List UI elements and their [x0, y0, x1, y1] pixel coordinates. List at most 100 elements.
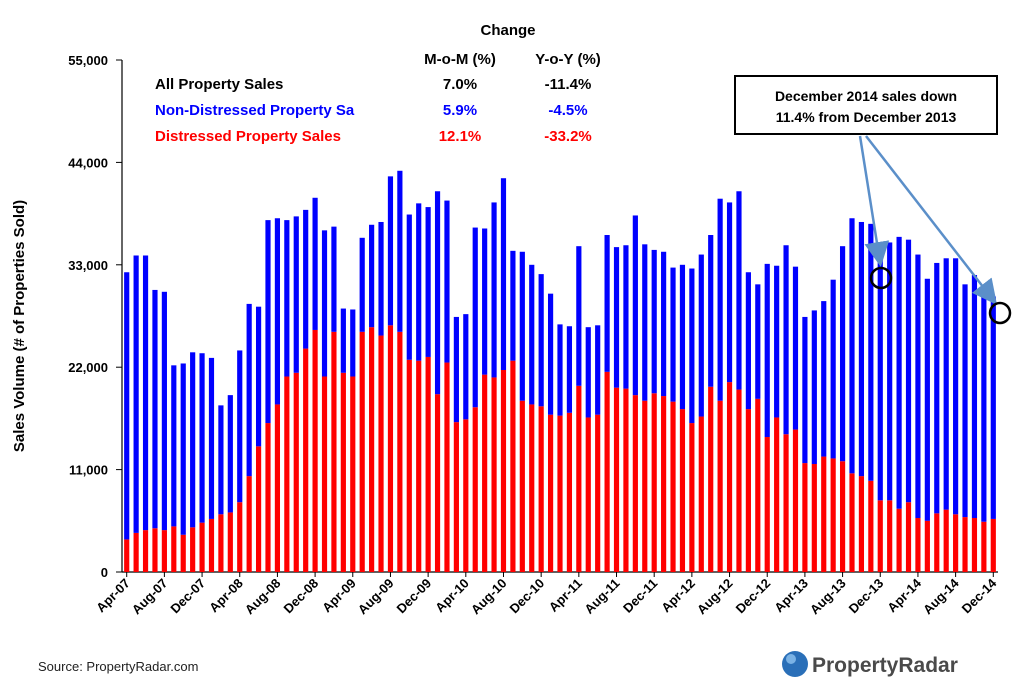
logo-text: PropertyRadar	[812, 654, 958, 677]
bar-distressed	[802, 463, 808, 572]
bar-non-distressed	[482, 228, 488, 375]
y-tick-label: 33,000	[68, 258, 108, 273]
bar-non-distressed	[397, 170, 403, 332]
bar-distressed	[792, 429, 799, 572]
x-tick-label: Aug-10	[468, 576, 510, 618]
x-ticks: Apr-07Aug-07Dec-07Apr-08Aug-08Dec-08Apr-…	[93, 572, 1000, 617]
bars	[124, 170, 996, 572]
bar-non-distressed	[764, 263, 770, 438]
bar-non-distressed	[284, 220, 290, 377]
bar-distressed	[896, 508, 902, 572]
bar-distressed	[717, 400, 723, 572]
bar-distressed	[934, 513, 940, 572]
bar-distressed	[321, 376, 328, 572]
bar-distressed	[331, 331, 337, 572]
bar-non-distressed	[745, 272, 751, 410]
bar-distressed	[783, 434, 789, 572]
bar-distressed	[858, 476, 865, 572]
bar-non-distressed	[161, 291, 167, 531]
annotation-line-2: 11.4% from December 2013	[776, 109, 957, 125]
y-axis-label: Sales Volume (# of Properties Sold)	[11, 200, 28, 452]
bar-distressed	[529, 404, 535, 572]
bar-distressed	[953, 514, 959, 572]
bar-distressed	[171, 526, 177, 572]
bar-non-distressed	[133, 255, 139, 533]
x-tick-label: Dec-11	[620, 576, 660, 616]
x-tick-label: Aug-08	[242, 576, 284, 618]
annotation-line-1: December 2014 sales down	[775, 88, 957, 104]
bar-distressed	[547, 414, 554, 572]
bar-non-distressed	[717, 198, 723, 401]
bar-distressed	[632, 395, 638, 572]
x-tick-label: Dec-12	[733, 576, 774, 617]
x-tick-label: Dec-07	[167, 576, 208, 617]
bar-non-distressed	[566, 326, 573, 413]
bar-distressed	[642, 400, 648, 572]
bar-distressed	[359, 331, 365, 572]
bar-non-distressed	[858, 221, 865, 477]
bar-distressed	[133, 532, 139, 572]
bar-distressed	[161, 530, 167, 572]
bar-non-distressed	[802, 316, 808, 464]
bar-non-distressed	[529, 264, 535, 405]
bar-non-distressed	[406, 214, 412, 360]
bar-distressed	[284, 376, 290, 572]
bar-non-distressed	[642, 244, 648, 401]
bar-distressed	[538, 406, 544, 572]
bar-distressed	[905, 502, 912, 572]
bar-distressed	[142, 530, 149, 572]
bar-non-distressed	[472, 227, 478, 408]
bar-distressed	[566, 412, 573, 572]
y-tick-label: 11,000	[69, 463, 108, 478]
x-tick-label: Apr-10	[432, 576, 472, 616]
bar-non-distressed	[679, 264, 686, 410]
bar-non-distressed	[613, 247, 620, 388]
x-tick-label: Aug-14	[920, 575, 962, 617]
bar-non-distressed	[924, 278, 930, 521]
highlight-dec-2014	[988, 301, 1012, 325]
row-label-nondistressed: Non-Distressed Property Sa	[155, 102, 355, 119]
bar-distressed	[482, 374, 488, 572]
bar-distressed	[990, 518, 996, 572]
bar-non-distressed	[152, 289, 158, 529]
bar-distressed	[849, 473, 855, 572]
bar-non-distressed	[190, 352, 196, 528]
bar-non-distressed	[661, 251, 667, 397]
bar-non-distressed	[312, 197, 318, 330]
bar-distressed	[698, 416, 704, 572]
bar-distressed	[764, 437, 770, 572]
x-tick-label: Aug-13	[807, 576, 849, 618]
bar-non-distressed	[171, 365, 177, 527]
bar-non-distressed	[689, 268, 695, 424]
bar-non-distressed	[434, 191, 441, 395]
bar-non-distressed	[632, 215, 638, 396]
bar-non-distressed	[331, 226, 337, 332]
x-tick-label: Aug-12	[694, 576, 736, 618]
bar-non-distressed	[943, 258, 949, 510]
bar-distressed	[576, 385, 582, 572]
x-tick-label: Dec-08	[280, 576, 321, 617]
bar-distressed	[312, 329, 318, 572]
bar-non-distressed	[293, 216, 299, 373]
bar-non-distressed	[453, 316, 459, 423]
bar-distressed	[510, 360, 516, 572]
y-tick-label: 22,000	[68, 360, 108, 375]
bar-non-distressed	[274, 218, 281, 405]
x-tick-label: Apr-14	[884, 575, 924, 615]
bar-non-distressed	[321, 230, 328, 377]
bar-non-distressed	[792, 266, 799, 430]
highlight-dec-2013	[869, 266, 893, 290]
bar-distressed	[623, 388, 629, 572]
x-tick-label: Apr-13	[771, 576, 811, 616]
bar-non-distressed	[971, 275, 978, 519]
propertyradar-logo: PropertyRadar	[782, 651, 958, 677]
bar-distressed	[924, 520, 930, 572]
bar-distressed	[406, 359, 412, 572]
bar-non-distressed	[585, 327, 591, 418]
bar-distressed	[227, 512, 233, 572]
bar-non-distressed	[350, 309, 356, 377]
bar-distressed	[679, 409, 686, 572]
bar-non-distressed	[124, 272, 130, 540]
y-tick-label: 55,000	[68, 53, 108, 68]
